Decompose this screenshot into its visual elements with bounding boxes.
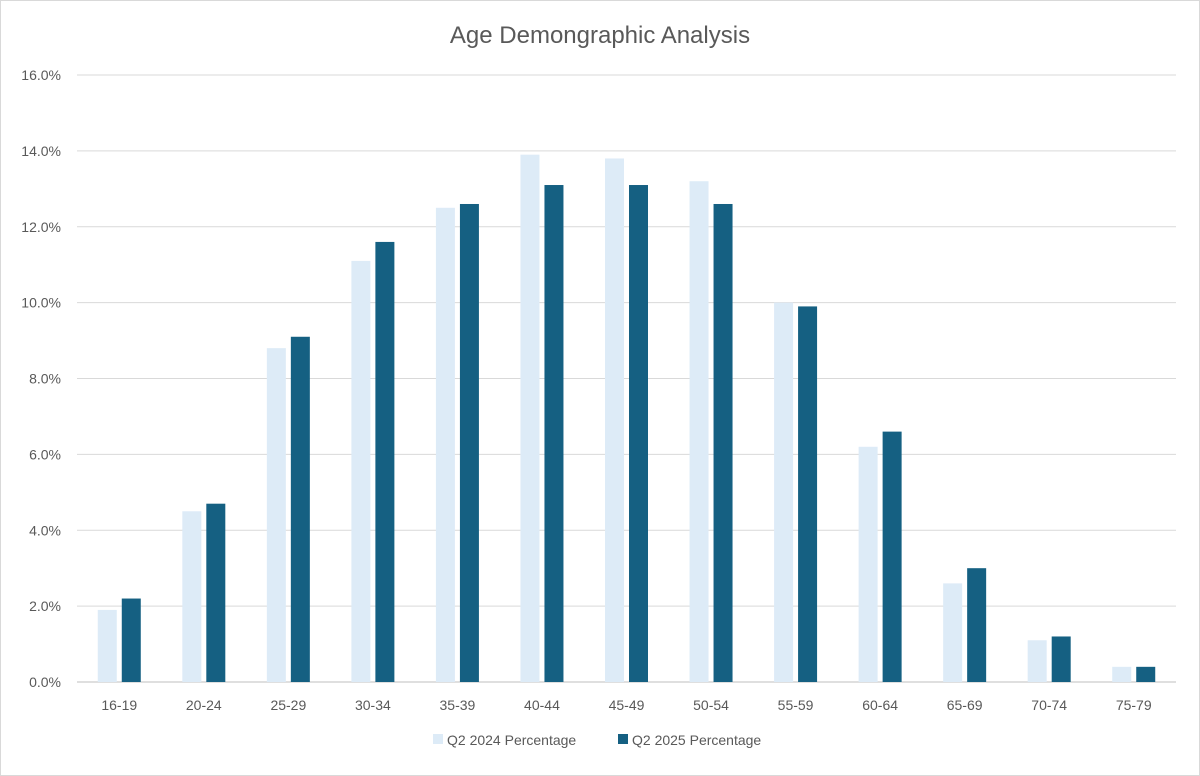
legend-label: Q2 2024 Percentage: [447, 732, 576, 748]
x-tick-label: 55-59: [778, 697, 814, 713]
y-tick-label: 10.0%: [21, 295, 61, 311]
y-tick-label: 4.0%: [29, 522, 61, 538]
bar-q2-2025: [290, 336, 310, 682]
bar-q2-2025: [1136, 666, 1156, 682]
gridlines: [77, 74, 1176, 683]
bar-q2-2025: [882, 431, 902, 682]
y-tick-label: 8.0%: [29, 371, 61, 387]
legend-swatch: [433, 734, 443, 744]
x-tick-label: 70-74: [1031, 697, 1067, 713]
bar-q2-2024: [1112, 666, 1132, 682]
bar-q2-2024: [1027, 640, 1047, 682]
bar-q2-2025: [121, 598, 141, 682]
bar-q2-2024: [520, 154, 540, 682]
x-tick-label: 25-29: [270, 697, 306, 713]
bar-q2-2024: [266, 348, 286, 682]
bar-q2-2024: [351, 260, 371, 682]
bar-q2-2025: [629, 185, 648, 683]
bar-q2-2024: [97, 609, 117, 682]
bar-q2-2025: [1051, 636, 1071, 682]
y-tick-label: 2.0%: [29, 598, 61, 614]
x-tick-label: 35-39: [440, 697, 476, 713]
bar-q2-2024: [774, 302, 794, 682]
y-axis-ticks: 0.0% 2.0% 4.0% 6.0% 8.0% 10.0% 12.0% 14.0% 16.0%: [21, 67, 61, 690]
bar-q2-2024: [605, 158, 624, 682]
bar-q2-2024: [689, 181, 709, 682]
y-tick-label: 14.0%: [21, 143, 61, 159]
bars: [97, 154, 1156, 683]
bar-q2-2025: [544, 185, 564, 683]
y-tick-label: 0.0%: [29, 674, 61, 690]
chart-title: Age Demongraphic Analysis: [450, 22, 750, 49]
y-tick-label: 12.0%: [21, 219, 61, 235]
bar-q2-2025: [713, 203, 733, 683]
bar-q2-2024: [182, 511, 202, 682]
bar-q2-2025: [967, 568, 987, 682]
x-tick-label: 65-69: [947, 697, 983, 713]
bar-q2-2025: [206, 503, 226, 682]
bar-q2-2025: [375, 241, 395, 683]
x-tick-label: 50-54: [693, 697, 729, 713]
bar-q2-2024: [435, 207, 455, 682]
y-tick-label: 6.0%: [29, 446, 61, 462]
x-tick-label: 16-19: [101, 697, 137, 713]
x-tick-label: 45-49: [609, 697, 645, 713]
legend-swatch: [618, 734, 628, 744]
legend-label: Q2 2025 Percentage: [632, 732, 761, 748]
legend: Q2 2024 Percentage Q2 2025 Percentage: [433, 732, 761, 748]
x-tick-label: 20-24: [186, 697, 222, 713]
x-axis-ticks: 16-19 20-24 25-29 30-34 35-39 40-44 45-49 50-54…: [101, 697, 1151, 713]
x-tick-label: 30-34: [355, 697, 391, 713]
x-tick-label: 75-79: [1116, 697, 1152, 713]
bar-q2-2024: [943, 583, 963, 682]
x-tick-label: 40-44: [524, 697, 560, 713]
y-tick-label: 16.0%: [21, 67, 61, 83]
bar-q2-2025: [798, 306, 818, 682]
bar-q2-2025: [459, 203, 479, 683]
bar-q2-2024: [858, 446, 878, 682]
x-tick-label: 60-64: [862, 697, 898, 713]
